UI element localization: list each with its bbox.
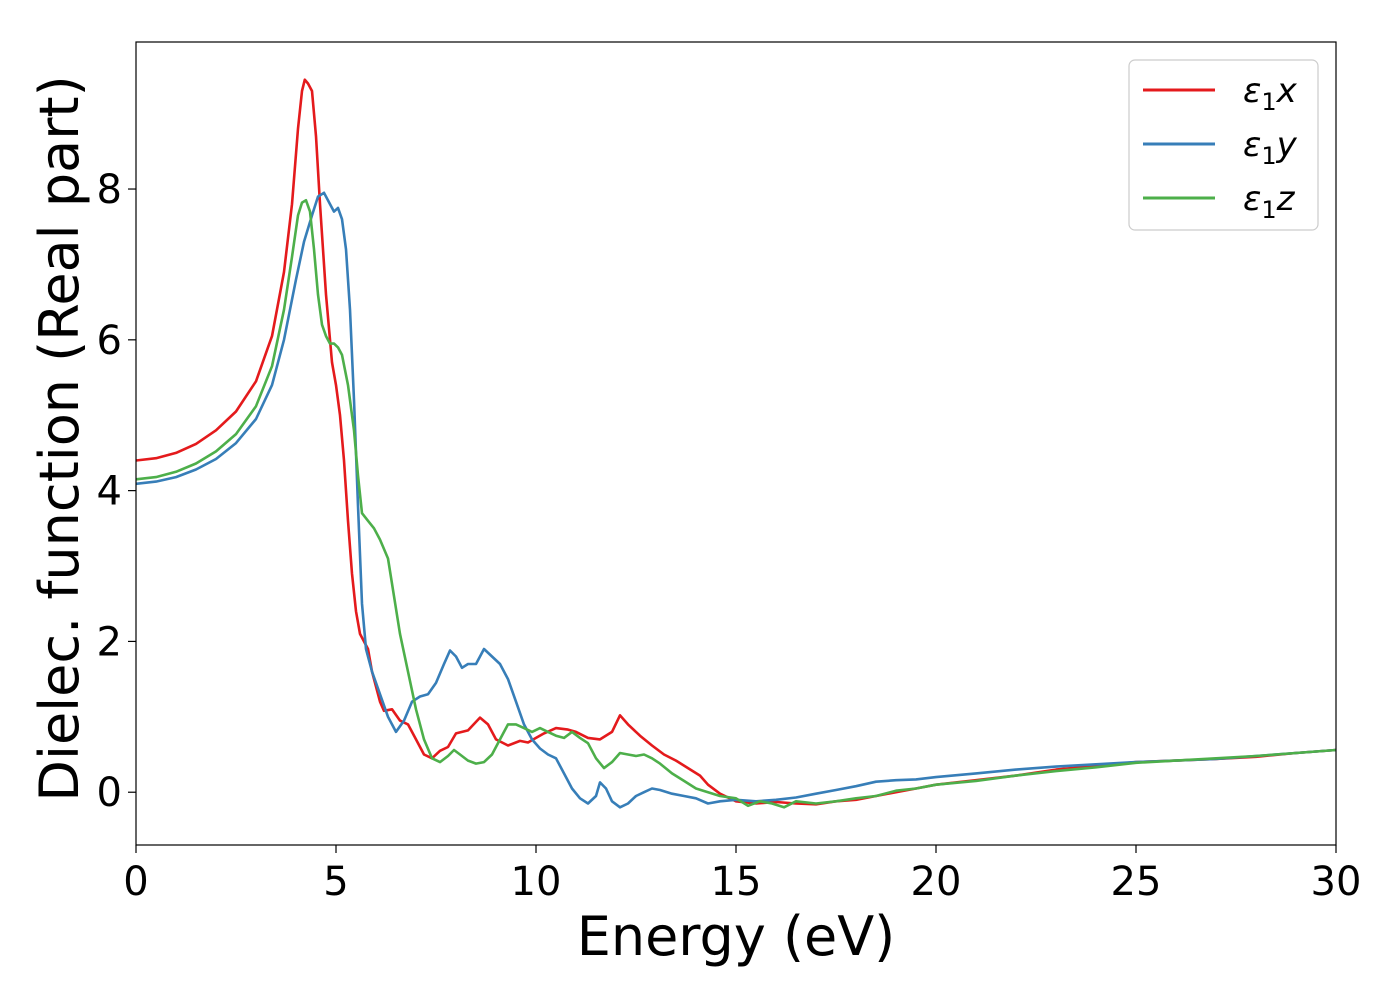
y-tick-label: 8 xyxy=(97,167,122,213)
y-tick-label: 0 xyxy=(97,770,122,816)
x-axis-label: Energy (eV) xyxy=(577,905,896,968)
x-axis-ticks: 0 5 10 15 20 25 30 xyxy=(123,845,1361,905)
x-tick-label: 5 xyxy=(323,859,348,905)
y-tick-label: 4 xyxy=(97,469,122,515)
x-tick-label: 20 xyxy=(911,859,962,905)
series-line-y xyxy=(136,191,1336,809)
y-tick-label: 6 xyxy=(97,318,122,364)
y-axis-ticks: 0 2 4 6 8 xyxy=(97,167,136,816)
legend-box xyxy=(1128,59,1319,231)
legend: ε1x ε1y ε1z xyxy=(1128,59,1319,231)
y-tick-label: 2 xyxy=(97,619,122,665)
series-line-z xyxy=(136,199,1336,809)
y-axis-label: Dielec. function (Real part) xyxy=(28,75,91,801)
x-tick-label: 25 xyxy=(1111,859,1162,905)
x-tick-label: 15 xyxy=(711,859,762,905)
legend-label-z: ε1z xyxy=(1243,179,1296,224)
x-tick-label: 30 xyxy=(1311,859,1362,905)
series-line-x xyxy=(136,78,1336,806)
legend-label-x: ε1x xyxy=(1243,71,1298,116)
x-tick-label: 0 xyxy=(123,859,148,905)
series-layer xyxy=(136,78,1336,809)
legend-label-y: ε1y xyxy=(1243,125,1298,170)
x-tick-label: 10 xyxy=(511,859,562,905)
